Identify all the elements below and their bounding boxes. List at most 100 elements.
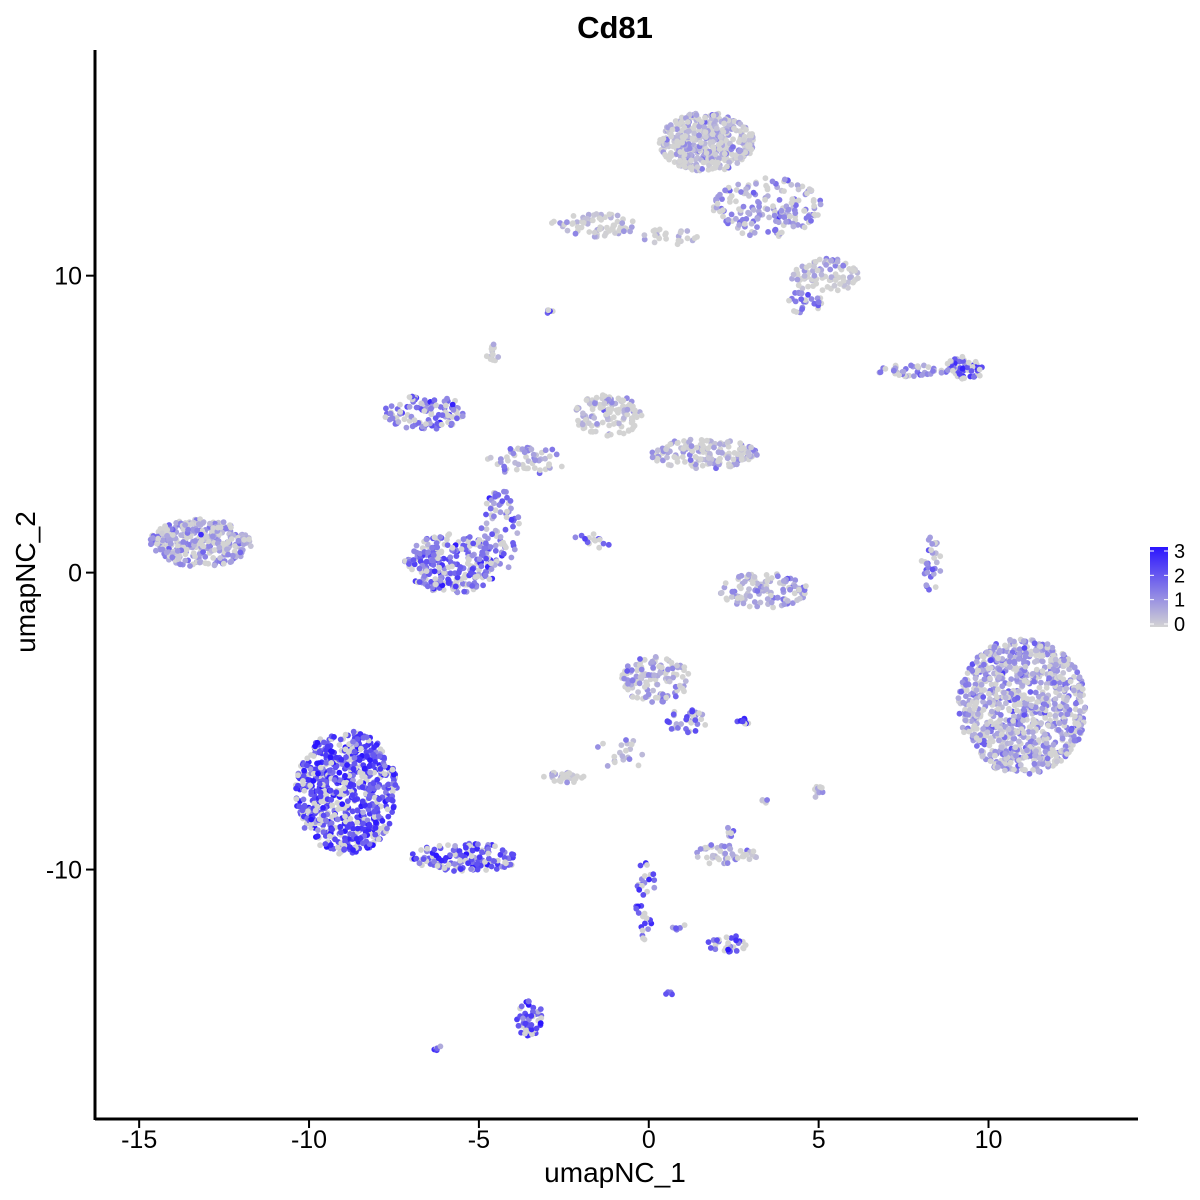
- cell-point: [210, 525, 217, 531]
- cell-point: [933, 559, 940, 566]
- cell-point: [969, 661, 976, 668]
- colorbar: [1150, 547, 1168, 627]
- cell-point: [770, 604, 776, 611]
- cell-point: [601, 232, 608, 239]
- cell-point: [533, 1025, 540, 1032]
- cell-point: [986, 742, 993, 749]
- cell-point: [431, 534, 438, 541]
- cell-point: [461, 588, 468, 595]
- cell-point: [549, 220, 555, 226]
- cell-point: [1006, 681, 1013, 687]
- cell-point: [685, 729, 691, 736]
- cell-point: [673, 925, 679, 932]
- cell-point: [1027, 739, 1034, 745]
- cell-point: [699, 447, 706, 453]
- cell-point: [474, 573, 481, 580]
- cell-point: [420, 856, 427, 862]
- cell-point: [1056, 686, 1063, 692]
- cell-point: [488, 560, 494, 567]
- cell-point: [1029, 671, 1036, 677]
- cell-point: [801, 273, 808, 279]
- cell-point: [351, 755, 358, 761]
- cell-point: [788, 200, 795, 206]
- cell-point: [741, 221, 748, 227]
- cell-point: [994, 686, 1001, 693]
- cell-point: [499, 498, 506, 504]
- cell-point: [326, 833, 333, 840]
- cell-point: [1039, 668, 1046, 674]
- cell-point: [187, 563, 193, 569]
- cell-point: [411, 417, 418, 424]
- cell-point: [1002, 750, 1009, 757]
- cell-point: [413, 404, 420, 411]
- cell-point: [748, 220, 755, 227]
- cell-point: [482, 540, 489, 547]
- cell-point: [832, 277, 839, 283]
- cell-point: [350, 738, 356, 745]
- cell-point: [359, 798, 366, 805]
- cell-point: [728, 211, 735, 218]
- cell-point: [1034, 699, 1041, 705]
- cell-point: [515, 461, 522, 468]
- cell-point: [693, 444, 700, 451]
- cell-point: [483, 526, 490, 532]
- cell-point: [780, 586, 786, 593]
- cell-point: [580, 219, 587, 226]
- cell-point: [495, 354, 502, 360]
- cell-point: [441, 865, 448, 871]
- cell-point: [1046, 675, 1052, 681]
- cell-point: [624, 406, 631, 413]
- cell-point: [730, 456, 737, 463]
- cell-point: [329, 826, 335, 833]
- cell-point: [722, 187, 728, 194]
- cell-point: [606, 211, 613, 218]
- cell-point: [911, 373, 917, 379]
- cell-point: [649, 454, 656, 461]
- cell-point: [351, 748, 358, 755]
- cell-point: [696, 132, 702, 139]
- cell-point: [650, 664, 656, 671]
- cell-point: [616, 406, 622, 413]
- cell-point: [528, 446, 535, 453]
- cell-point: [756, 203, 762, 210]
- cell-point: [447, 554, 454, 561]
- cell-point: [501, 488, 507, 495]
- cell-point: [614, 212, 621, 219]
- cell-point: [366, 821, 373, 828]
- cell-point: [950, 367, 956, 374]
- cell-point: [1064, 711, 1071, 718]
- cell-point: [961, 375, 967, 382]
- cell-point: [805, 291, 811, 298]
- cell-point: [656, 235, 663, 242]
- cell-point: [591, 415, 598, 421]
- cell-point: [1007, 759, 1014, 766]
- cell-point: [508, 516, 515, 523]
- cell-point: [992, 752, 998, 759]
- cell-point: [643, 915, 650, 922]
- cell-point: [1013, 707, 1020, 714]
- cell-point: [663, 991, 669, 997]
- cell-point: [516, 520, 522, 527]
- cell-point: [963, 682, 969, 688]
- cell-point: [700, 438, 706, 445]
- cell-point: [1030, 716, 1037, 723]
- cell-point: [600, 540, 607, 547]
- cell-point: [971, 723, 977, 730]
- cell-point: [665, 666, 671, 673]
- cell-point: [650, 687, 656, 694]
- cell-point: [549, 772, 555, 779]
- cell-point: [850, 279, 856, 286]
- cell-point: [652, 654, 659, 660]
- cell-point: [1035, 693, 1042, 700]
- cell-point: [740, 203, 747, 210]
- cell-point: [497, 851, 504, 858]
- cell-point: [232, 543, 238, 549]
- cell-point: [697, 456, 704, 463]
- cell-point: [531, 465, 538, 471]
- cell-point: [985, 665, 992, 672]
- cell-point: [1070, 742, 1076, 748]
- cell-point: [1053, 661, 1059, 668]
- cell-point: [693, 112, 700, 118]
- cell-point: [981, 687, 988, 693]
- cell-point: [500, 550, 507, 557]
